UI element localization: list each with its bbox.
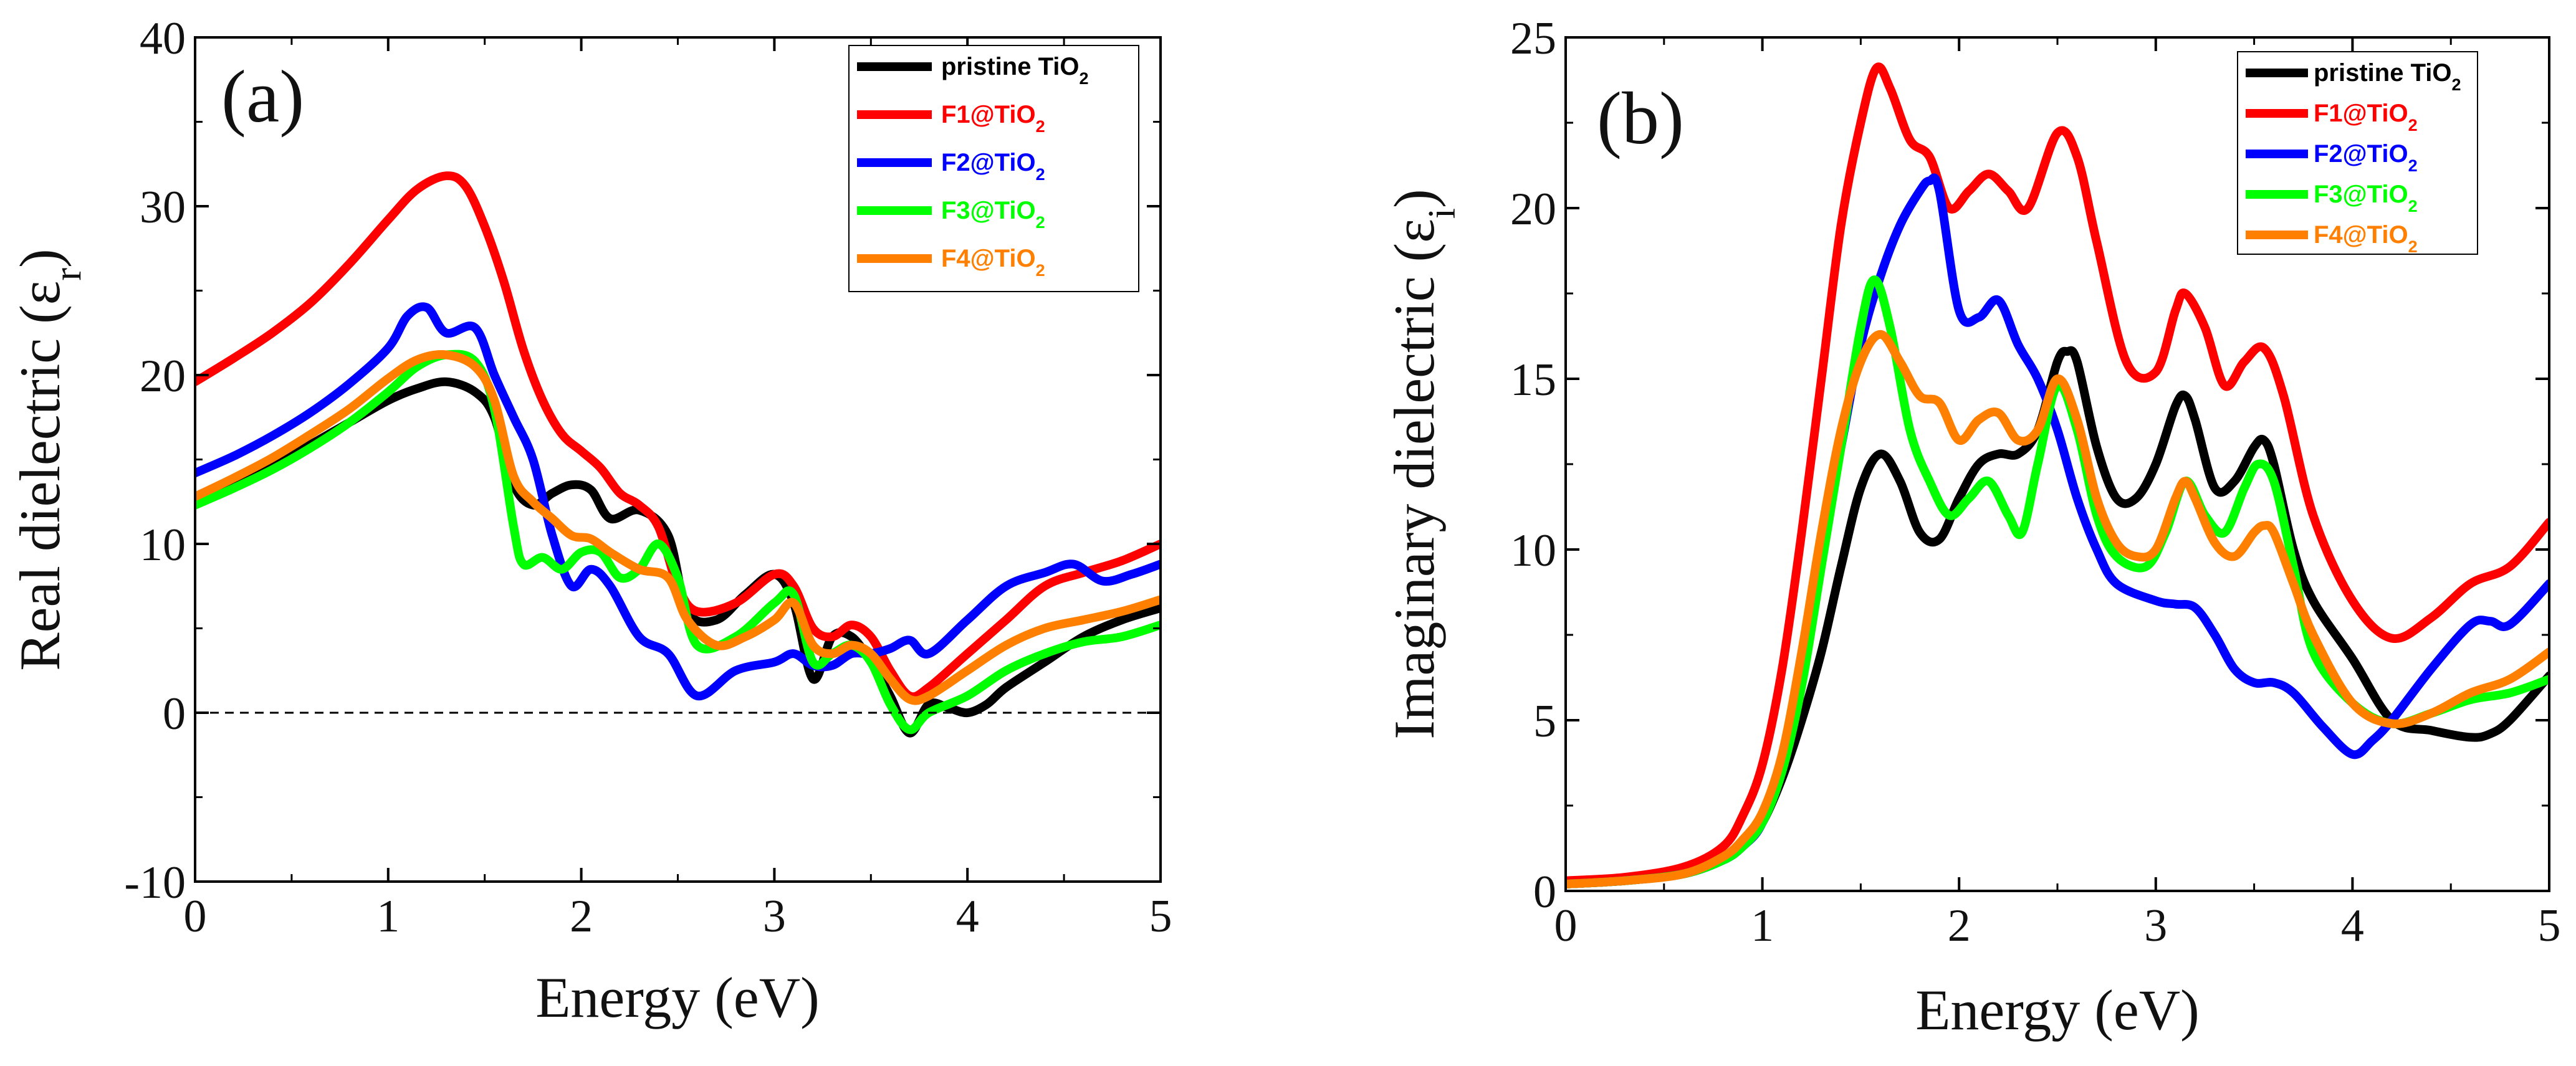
x-tick-label: 3 — [2144, 900, 2167, 951]
legend-entry-label: pristine TiO2 — [941, 53, 1089, 88]
panel-b-y-axis-title-close: ) — [1382, 189, 1446, 208]
x-tick-label: 2 — [570, 891, 593, 942]
panel-b-series-lines — [1566, 62, 2549, 888]
y-tick-label: -10 — [124, 857, 186, 908]
series-line-5 — [1566, 330, 2549, 888]
y-tick-label: 40 — [140, 13, 186, 64]
x-tick-label: 0 — [184, 891, 207, 942]
legend-entry-label: F3@TiO2 — [941, 197, 1045, 232]
legend-entry-label: F2@TiO2 — [941, 149, 1045, 184]
legend-entry-label: pristine TiO2 — [2314, 59, 2461, 94]
x-tick-label: 2 — [1948, 900, 1971, 951]
y-tick-label: 0 — [163, 688, 186, 740]
panel-a-y-axis-title: Real dielectric (εr) — [8, 249, 89, 670]
legend-entry-label: F1@TiO2 — [941, 101, 1045, 136]
panel-a-label: (a) — [221, 55, 304, 138]
series-line-2 — [1566, 62, 2549, 885]
series-line-2 — [195, 171, 1161, 702]
x-tick-label: 1 — [1751, 900, 1774, 951]
legend-entry-label: F1@TiO2 — [2314, 100, 2418, 135]
legend-entry-label: F3@TiO2 — [2314, 181, 2418, 216]
panel-a-x-axis-title: Energy (eV) — [535, 966, 820, 1029]
panel-b-label: (b) — [1597, 77, 1684, 159]
y-tick-label: 10 — [1510, 525, 1556, 576]
x-tick-label: 5 — [1149, 891, 1172, 942]
legend-box — [848, 45, 1139, 292]
legend-entry-label: F4@TiO2 — [2314, 221, 2418, 256]
panel-b-y-axis-title-sub: i — [1421, 208, 1463, 219]
series-line-3 — [195, 302, 1161, 701]
x-tick-label: 4 — [2341, 900, 2364, 951]
y-tick-label: 30 — [140, 182, 186, 233]
panel-a-y-axis-title-close: ) — [8, 249, 72, 268]
series-line-5 — [195, 350, 1161, 705]
x-tick-label: 4 — [956, 891, 979, 942]
panel-a-legend: pristine TiO2 F1@TiO2 F2@TiO2 F3@TiO2 F4@TiO… — [848, 45, 1139, 292]
series-line-1 — [1566, 346, 2549, 888]
panel-b-x-axis-title: Energy (eV) — [1915, 978, 2200, 1042]
x-tick-label: 5 — [2538, 900, 2561, 951]
y-tick-label: 20 — [1510, 184, 1556, 235]
series-line-1 — [195, 377, 1161, 738]
panel-a-y-axis-title-main: Real dielectric (ε — [8, 281, 72, 671]
panel-b-y-axis-title-main: Imaginary dielectric (ε — [1382, 219, 1446, 740]
legend-entry-label: F2@TiO2 — [2314, 140, 2418, 175]
panel-a-y-axis-title-sub: r — [47, 268, 89, 281]
y-tick-label: 5 — [1533, 696, 1556, 747]
x-tick-label: 1 — [376, 891, 400, 942]
panel-b-ticks: 0 1 2 3 4 5 0 5 10 15 20 25 — [1510, 13, 2561, 951]
panel-b-imaginary-dielectric: 0 1 2 3 4 5 0 5 10 15 20 25 (b) Energy (eV) Imagina… — [1382, 13, 2561, 1042]
legend-entry-label: F4@TiO2 — [941, 245, 1045, 280]
y-tick-label: 25 — [1510, 13, 1556, 64]
x-tick-label: 3 — [763, 891, 786, 942]
series-line-3 — [1566, 173, 2549, 888]
y-tick-label: 20 — [140, 351, 186, 402]
panel-b-y-axis-title: Imaginary dielectric (εi) — [1382, 189, 1463, 739]
y-tick-label: 0 — [1533, 867, 1556, 918]
x-tick-label: 0 — [1554, 900, 1578, 951]
panel-b-legend: pristine TiO2 F1@TiO2 F2@TiO2 F3@TiO2 F4@TiO… — [2237, 51, 2478, 256]
y-tick-label: 10 — [140, 520, 186, 571]
y-tick-label: 15 — [1510, 355, 1556, 406]
